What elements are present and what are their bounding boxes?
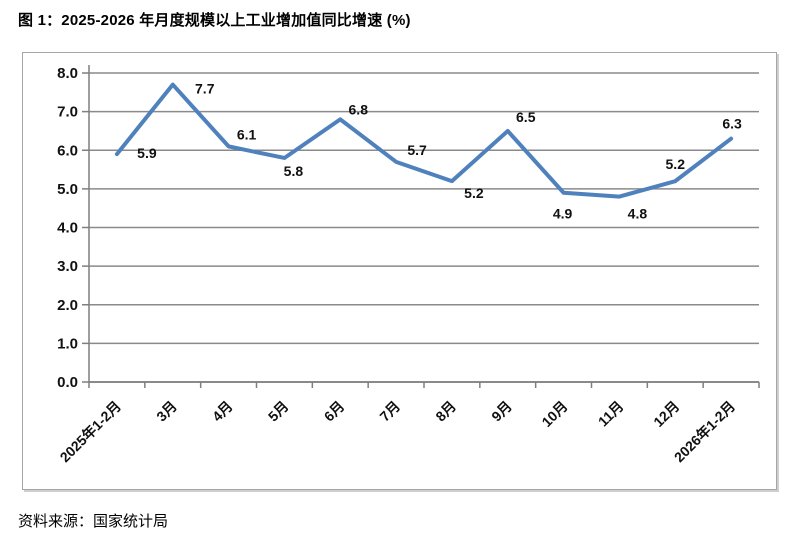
svg-text:8.0: 8.0 bbox=[57, 65, 78, 82]
svg-text:6.3: 6.3 bbox=[722, 116, 742, 132]
source-note: 资料来源：国家统计局 bbox=[18, 513, 169, 530]
svg-text:6.5: 6.5 bbox=[516, 109, 536, 125]
svg-text:0.0: 0.0 bbox=[57, 374, 78, 391]
svg-text:5.7: 5.7 bbox=[407, 142, 427, 158]
svg-text:4.9: 4.9 bbox=[553, 206, 573, 222]
svg-text:2.0: 2.0 bbox=[57, 297, 78, 314]
svg-text:3.0: 3.0 bbox=[57, 258, 78, 275]
x-axis-labels: 2025年1-2月 3月 4月 5月 6月 7月 8月 9月 10月 11月 12月2026年1-2… bbox=[57, 398, 739, 465]
svg-text:11月: 11月 bbox=[595, 398, 627, 430]
axes bbox=[88, 65, 760, 388]
svg-text:4月: 4月 bbox=[209, 398, 236, 425]
svg-text:7.0: 7.0 bbox=[57, 104, 78, 121]
data-series-line bbox=[114, 82, 734, 199]
gridlines bbox=[82, 72, 759, 383]
svg-text:2025年1-2月: 2025年1-2月 bbox=[57, 398, 124, 465]
figure-title: 图 1：2025-2026 年月度规模以上工业增加值同比增速 (%) bbox=[18, 12, 411, 29]
svg-text:4.0: 4.0 bbox=[57, 220, 78, 237]
svg-text:7.7: 7.7 bbox=[195, 81, 215, 97]
line-chart: 0.0 1.0 2.0 3.0 4.0 5.0 6.0 7.0 8.0 2025年1-2月 3月 4月… bbox=[57, 65, 760, 465]
svg-text:6.8: 6.8 bbox=[349, 101, 369, 117]
svg-text:6.0: 6.0 bbox=[57, 142, 78, 159]
svg-text:5.2: 5.2 bbox=[464, 185, 484, 201]
svg-text:9月: 9月 bbox=[488, 398, 515, 425]
svg-text:5.8: 5.8 bbox=[284, 163, 304, 179]
svg-text:5月: 5月 bbox=[265, 398, 292, 425]
svg-text:8月: 8月 bbox=[432, 398, 459, 425]
svg-text:6.1: 6.1 bbox=[237, 126, 257, 142]
svg-text:5.9: 5.9 bbox=[137, 145, 157, 161]
svg-text:5.0: 5.0 bbox=[57, 181, 78, 198]
chart-container: 0.0 1.0 2.0 3.0 4.0 5.0 6.0 7.0 8.0 2025年1-2月 3月 4月… bbox=[22, 52, 777, 490]
svg-text:3月: 3月 bbox=[153, 398, 180, 425]
svg-text:4.8: 4.8 bbox=[628, 206, 648, 222]
svg-text:10月: 10月 bbox=[538, 398, 570, 430]
svg-text:1.0: 1.0 bbox=[57, 335, 78, 352]
svg-text:5.2: 5.2 bbox=[666, 156, 686, 172]
svg-text:7月: 7月 bbox=[376, 398, 403, 425]
svg-text:6月: 6月 bbox=[321, 398, 348, 425]
data-labels: 5.9 7.7 6.1 5.8 6.8 5.7 5.2 6.5 4.9 4.8 5.2 6.3 bbox=[137, 81, 742, 222]
y-axis-labels: 0.0 1.0 2.0 3.0 4.0 5.0 6.0 7.0 8.0 bbox=[57, 65, 78, 391]
svg-text:12月: 12月 bbox=[650, 398, 682, 430]
